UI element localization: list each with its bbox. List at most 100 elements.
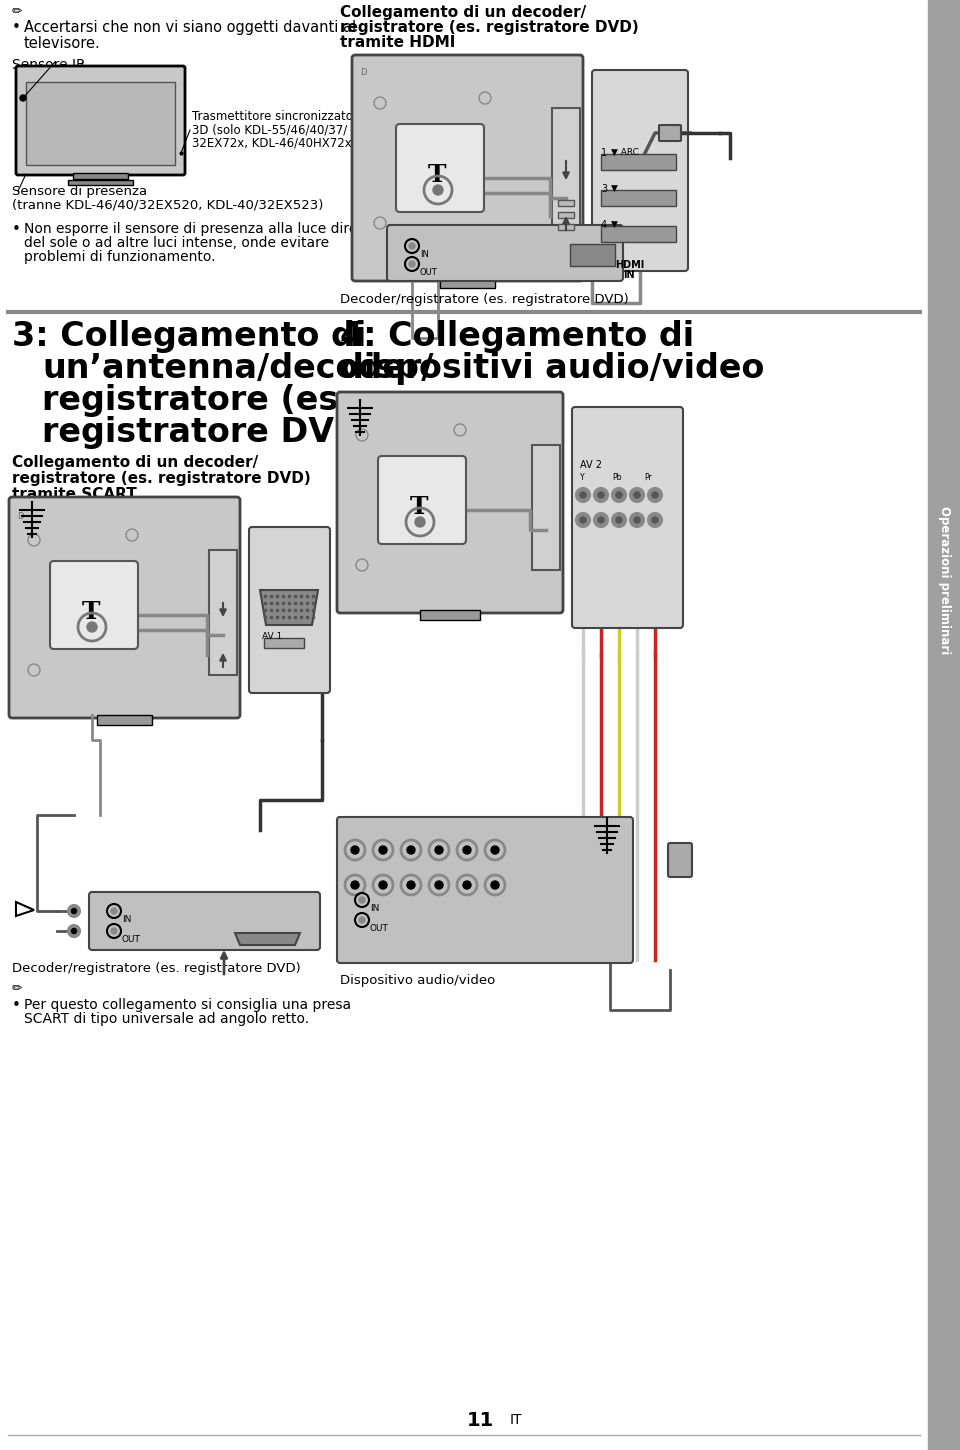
Circle shape [612, 489, 626, 502]
Bar [552, 107, 580, 238]
Circle shape [576, 513, 590, 526]
FancyBboxPatch shape [378, 455, 466, 544]
Text: (tranne KDL-46/40/32EX520, KDL-40/32EX523): (tranne KDL-46/40/32EX520, KDL-40/32EX52… [12, 199, 324, 212]
Circle shape [407, 882, 415, 889]
Text: tramite HDMI: tramite HDMI [340, 35, 455, 49]
Text: HDMI: HDMI [615, 260, 644, 270]
Circle shape [491, 882, 499, 889]
Circle shape [463, 845, 471, 854]
Bar [601, 154, 676, 170]
Text: 11: 11 [467, 1411, 493, 1430]
Circle shape [359, 898, 365, 903]
Bar [73, 173, 128, 178]
Text: Non esporre il sensore di presenza alla luce diretta: Non esporre il sensore di presenza alla … [24, 222, 377, 236]
Circle shape [612, 513, 626, 526]
Text: ✏: ✏ [12, 4, 22, 17]
Bar [68, 180, 133, 186]
Bar [97, 715, 152, 725]
FancyBboxPatch shape [659, 125, 681, 141]
FancyBboxPatch shape [89, 892, 320, 950]
Circle shape [68, 905, 80, 916]
Text: D: D [360, 68, 367, 77]
Circle shape [111, 908, 117, 914]
Text: 3: Collegamento di: 3: Collegamento di [12, 320, 367, 352]
Bar [532, 445, 560, 570]
Circle shape [630, 489, 644, 502]
Text: •: • [12, 222, 21, 236]
FancyBboxPatch shape [249, 526, 330, 693]
Circle shape [435, 882, 443, 889]
Text: ▼ ARC: ▼ ARC [611, 148, 638, 157]
Text: registratore (es. registratore DVD): registratore (es. registratore DVD) [12, 471, 311, 486]
Text: Per questo collegamento si consiglia una presa: Per questo collegamento si consiglia una… [24, 998, 351, 1012]
Text: ▼: ▼ [611, 184, 618, 193]
Bar [26, 83, 175, 165]
Text: Collegamento di un decoder/: Collegamento di un decoder/ [12, 455, 258, 470]
Circle shape [594, 489, 608, 502]
Circle shape [580, 492, 586, 497]
Text: OUT: OUT [122, 935, 141, 944]
Bar [601, 190, 676, 206]
Bar [264, 638, 304, 648]
Text: T: T [410, 494, 428, 519]
Circle shape [351, 845, 359, 854]
Text: 32EX72x, KDL-46/40HX72x): 32EX72x, KDL-46/40HX72x) [192, 136, 356, 149]
Circle shape [598, 492, 604, 497]
FancyBboxPatch shape [592, 70, 688, 271]
Text: OUT: OUT [370, 924, 389, 932]
Text: Sensore IR: Sensore IR [12, 58, 85, 72]
Text: Pr: Pr [644, 473, 652, 481]
Circle shape [576, 489, 590, 502]
Polygon shape [235, 932, 300, 945]
Text: Pb: Pb [612, 473, 621, 481]
Text: 3: 3 [601, 184, 607, 194]
Circle shape [580, 518, 586, 523]
Circle shape [652, 518, 658, 523]
Circle shape [351, 882, 359, 889]
FancyBboxPatch shape [387, 225, 623, 281]
Bar [420, 610, 480, 621]
Circle shape [409, 261, 415, 267]
Text: T: T [428, 162, 446, 187]
Circle shape [20, 96, 26, 102]
Circle shape [111, 928, 117, 934]
Text: 3D (solo KDL-55/46/40/37/: 3D (solo KDL-55/46/40/37/ [192, 123, 348, 136]
Bar [558, 200, 574, 206]
FancyBboxPatch shape [337, 816, 633, 963]
Circle shape [594, 513, 608, 526]
Text: tramite SCART: tramite SCART [12, 487, 136, 502]
Circle shape [71, 928, 77, 934]
Text: del sole o ad altre luci intense, onde evitare: del sole o ad altre luci intense, onde e… [24, 236, 329, 249]
FancyBboxPatch shape [396, 125, 484, 212]
Bar [558, 212, 574, 218]
Text: D: D [17, 512, 23, 521]
Circle shape [435, 845, 443, 854]
Text: televisore.: televisore. [24, 36, 101, 51]
Text: IN: IN [623, 270, 635, 280]
Text: Decoder/registratore (es. registratore DVD): Decoder/registratore (es. registratore D… [340, 293, 629, 306]
Circle shape [433, 186, 443, 194]
Polygon shape [260, 590, 318, 625]
Text: IT: IT [510, 1412, 522, 1427]
Circle shape [491, 845, 499, 854]
Text: Trasmettitore sincronizzato: Trasmettitore sincronizzato [192, 110, 353, 123]
Text: problemi di funzionamento.: problemi di funzionamento. [24, 249, 215, 264]
Text: •: • [12, 998, 21, 1014]
Circle shape [409, 244, 415, 249]
Text: SCART di tipo universale ad angolo retto.: SCART di tipo universale ad angolo retto… [24, 1012, 309, 1027]
Text: T: T [82, 600, 101, 624]
FancyBboxPatch shape [337, 392, 563, 613]
Bar [570, 244, 615, 265]
Text: 4: 4 [601, 220, 607, 231]
Circle shape [616, 518, 622, 523]
Circle shape [648, 489, 662, 502]
Text: registratore DVD): registratore DVD) [42, 416, 377, 450]
Text: registratore (es.: registratore (es. [42, 384, 350, 418]
Bar [558, 223, 574, 231]
Text: un’antenna/decoder/: un’antenna/decoder/ [42, 352, 434, 386]
Bar [601, 226, 676, 242]
Text: ▼: ▼ [611, 220, 618, 229]
Text: Sensore di presenza: Sensore di presenza [12, 186, 147, 199]
Text: Collegamento di un decoder/: Collegamento di un decoder/ [340, 4, 587, 20]
Text: 4: Collegamento di: 4: Collegamento di [340, 320, 694, 352]
